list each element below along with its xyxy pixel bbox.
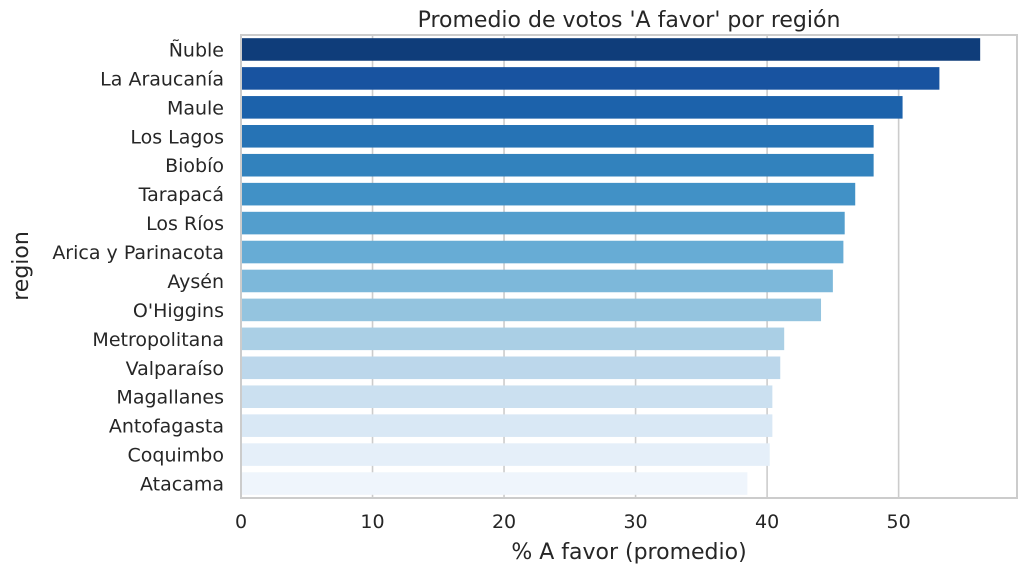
plot-frame	[240, 34, 1018, 499]
x-tick-label: 10	[360, 511, 384, 533]
y-tick-label: Coquimbo	[128, 445, 224, 467]
x-tick-label: 30	[623, 511, 647, 533]
y-tick-label: Tarapacá	[138, 184, 224, 206]
bar	[241, 38, 981, 61]
bar	[241, 182, 856, 206]
y-tick-label: Ñuble	[169, 38, 224, 61]
y-tick-label: Maule	[167, 97, 224, 119]
x-tick-labels: 0 10 20 30 40 50	[235, 511, 911, 533]
y-tick-label: La Araucanía	[100, 68, 224, 90]
bar	[241, 240, 844, 264]
bar	[241, 385, 773, 409]
bar	[241, 269, 833, 293]
x-tick-label: 40	[755, 511, 779, 533]
y-tick-label: Valparaíso	[126, 358, 224, 380]
bar	[241, 67, 940, 90]
bar	[241, 356, 781, 380]
y-tick-label: Metropolitana	[92, 329, 224, 351]
bar	[241, 327, 785, 351]
bar	[241, 414, 773, 437]
y-tick-label: Biobío	[165, 155, 224, 177]
x-tick-label: 0	[235, 511, 247, 533]
y-tick-label: Magallanes	[116, 387, 224, 409]
bar	[241, 124, 874, 148]
bar	[241, 443, 770, 466]
bars	[241, 38, 981, 495]
chart-title: Promedio de votos 'A favor' por región	[418, 8, 841, 33]
x-tick-label: 50	[887, 511, 911, 533]
bar	[241, 472, 748, 495]
y-tick-labels: Ñuble La Araucanía Maule Los Lagos Biobío Tar…	[52, 38, 224, 495]
y-tick-label: Aysén	[167, 271, 224, 293]
y-tick-label: O'Higgins	[133, 300, 224, 322]
y-axis-label: region	[9, 231, 34, 301]
bar	[241, 211, 845, 235]
bar	[241, 153, 874, 177]
y-tick-label: Atacama	[140, 474, 224, 496]
y-tick-label: Los Lagos	[130, 126, 224, 148]
y-tick-label: Arica y Parinacota	[52, 242, 224, 264]
bar	[241, 298, 822, 322]
bar	[241, 96, 903, 119]
y-tick-label: Los Ríos	[146, 213, 224, 235]
x-tick-label: 20	[492, 511, 516, 533]
x-axis-label: % A favor (promedio)	[511, 540, 746, 565]
y-tick-label: Antofagasta	[109, 416, 224, 438]
